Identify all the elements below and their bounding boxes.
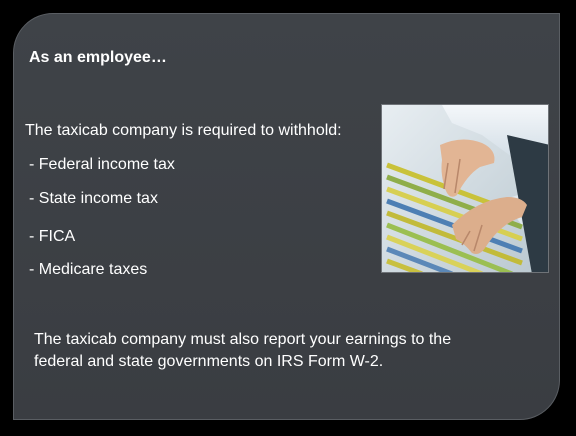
list-item-medicare: - Medicare taxes — [29, 261, 148, 278]
file-cabinet-photo — [381, 104, 549, 273]
file-cabinet-illustration — [382, 105, 548, 272]
list-item-state: - State income tax — [29, 190, 158, 207]
list-item-fica: - FICA — [29, 228, 76, 245]
footer-text: The taxicab company must also report you… — [34, 331, 452, 370]
slide-heading: As an employee… — [29, 49, 167, 66]
intro-text: The taxicab company is required to withh… — [25, 122, 342, 139]
list-item-federal: - Federal income tax — [29, 156, 175, 173]
